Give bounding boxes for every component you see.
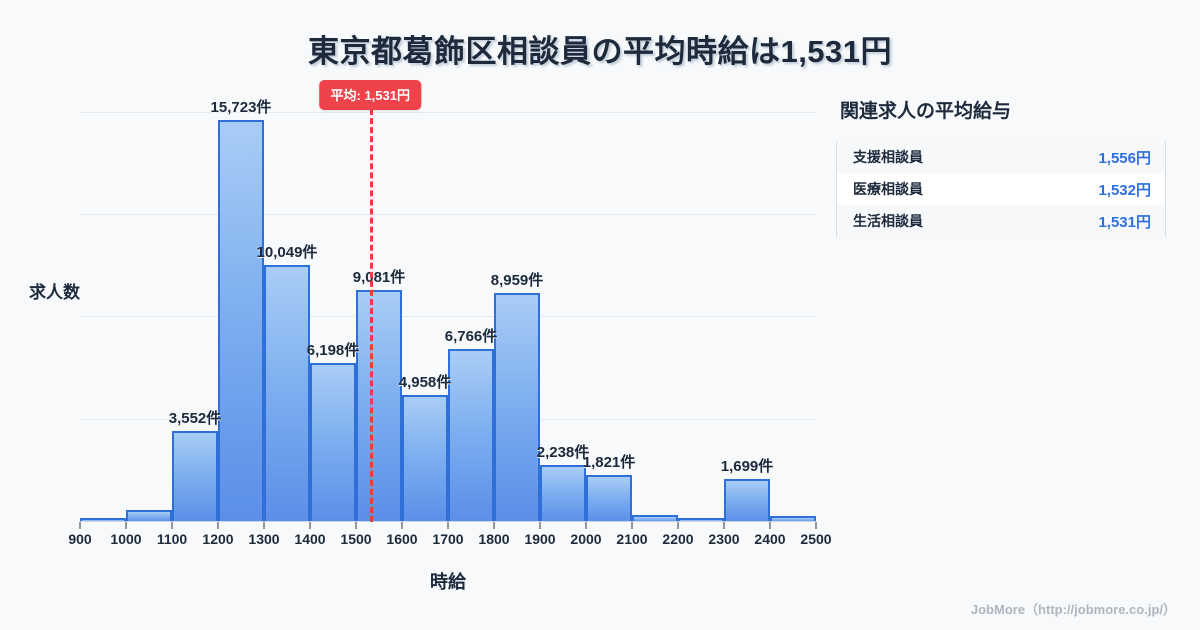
related-salary-row-label: 生活相談員 [853,213,923,229]
related-salary-row: 生活相談員 1,531円 [837,205,1165,237]
x-tick-label: 1700 [432,531,464,547]
histogram-bar [402,395,448,522]
histogram-bar [586,475,632,522]
x-tick-label: 2100 [616,531,648,547]
x-tick-label: 1000 [110,531,142,547]
histogram-bar [218,119,264,522]
histogram-bar [678,517,724,522]
x-tick-mark [723,522,725,529]
x-tick-mark [447,522,449,529]
related-salary-row: 支援相談員 1,556円 [837,141,1165,173]
bar-value-label: 10,049件 [256,244,318,261]
histogram-bar [264,265,310,522]
plot-area: 3,552件 15,723件 10,049件 6,198件 9,081件 4,958件 6,… [80,99,816,522]
x-tick-mark [815,522,817,529]
bar-value-label: 4,958件 [398,374,452,392]
bar-value-label: 9,081件 [352,268,406,286]
histogram-bar [540,464,586,522]
related-salary-row-value: 1,531円 [1098,213,1151,231]
gridline [80,214,816,216]
bar-value-label: 1,699件 [720,457,774,475]
histogram-bar [724,478,770,522]
bar-value-label: 8,959件 [490,271,544,289]
x-tick-mark [677,522,679,529]
x-tick-label: 1400 [294,531,326,547]
x-tick-label: 1500 [340,531,372,547]
histogram-bar [494,292,540,522]
x-tick-label: 2500 [800,531,832,547]
x-tick-mark [263,522,265,529]
x-tick-label: 2200 [662,531,694,547]
bar-value-label: 6,198件 [306,342,360,360]
related-salary-row-value: 1,556円 [1098,149,1151,167]
histogram-bar [632,514,678,522]
x-tick-label: 1100 [156,531,188,547]
related-salary-row-label: 医療相談員 [853,181,923,197]
footer-credit: JobMore（http://jobmore.co.jp/） [970,602,1176,617]
related-salary-row-label: 支援相談員 [853,149,923,165]
x-tick-mark [355,522,357,529]
bar-value-label: 3,552件 [168,410,222,428]
x-tick-mark [171,522,173,529]
x-tick-mark [217,522,219,529]
y-axis-label: 求人数 [29,283,80,302]
gridline [80,111,816,113]
average-marker-badge: 平均: 1,531円 [319,80,421,110]
x-tick-label: 2400 [754,531,786,547]
x-tick-mark [585,522,587,529]
x-tick-label: 2300 [708,531,740,547]
x-tick-label: 1600 [386,531,418,547]
x-tick-label: 2000 [570,531,602,547]
x-tick-mark [769,522,771,529]
bar-value-label: 15,723件 [210,98,272,116]
histogram-bar [172,431,218,522]
histogram-bar [310,363,356,522]
x-axis-label: 時給 [430,572,466,592]
histogram-bar [356,289,402,522]
related-salary-table: 支援相談員 1,556円医療相談員 1,532円生活相談員 1,531円 [836,141,1166,237]
gridline [80,316,816,318]
x-tick-mark [493,522,495,529]
x-tick-label: 1900 [524,531,556,547]
related-salary-panel: 関連求人の平均給与 支援相談員 1,556円医療相談員 1,532円生活相談員 1,5… [836,96,1166,237]
related-salary-title: 関連求人の平均給与 [840,101,1012,122]
bar-value-label: 2,238件 [536,443,590,461]
bar-value-label: 1,821件 [582,454,636,472]
average-marker-line [370,100,374,522]
histogram-bar [80,518,126,522]
x-tick-mark [79,522,81,529]
x-axis-baseline [80,521,816,522]
x-tick-mark [309,522,311,529]
x-tick-label: 1800 [478,531,510,547]
histogram-bar [770,515,816,522]
histogram-chart: 求人数 3,552件 15,723件 10,049件 6,198件 9,081件 4,95… [0,80,832,598]
page-title: 東京都葛飾区相談員の平均時給は1,531円 [307,34,893,69]
related-salary-row: 医療相談員 1,532円 [837,173,1165,205]
x-tick-label: 1300 [248,531,280,547]
related-salary-row-value: 1,532円 [1098,181,1151,199]
histogram-bar [126,509,172,522]
x-tick-mark [631,522,633,529]
x-tick-label: 900 [68,531,92,547]
histogram-bar [448,348,494,522]
x-axis-ticks: 900 1000 1100 1200 1300 1400 1500 1600 1700 1800 1… [68,522,832,550]
x-tick-mark [401,522,403,529]
x-tick-mark [125,522,127,529]
x-tick-mark [539,522,541,529]
bar-value-label: 6,766件 [444,327,498,345]
x-tick-label: 1200 [202,531,234,547]
